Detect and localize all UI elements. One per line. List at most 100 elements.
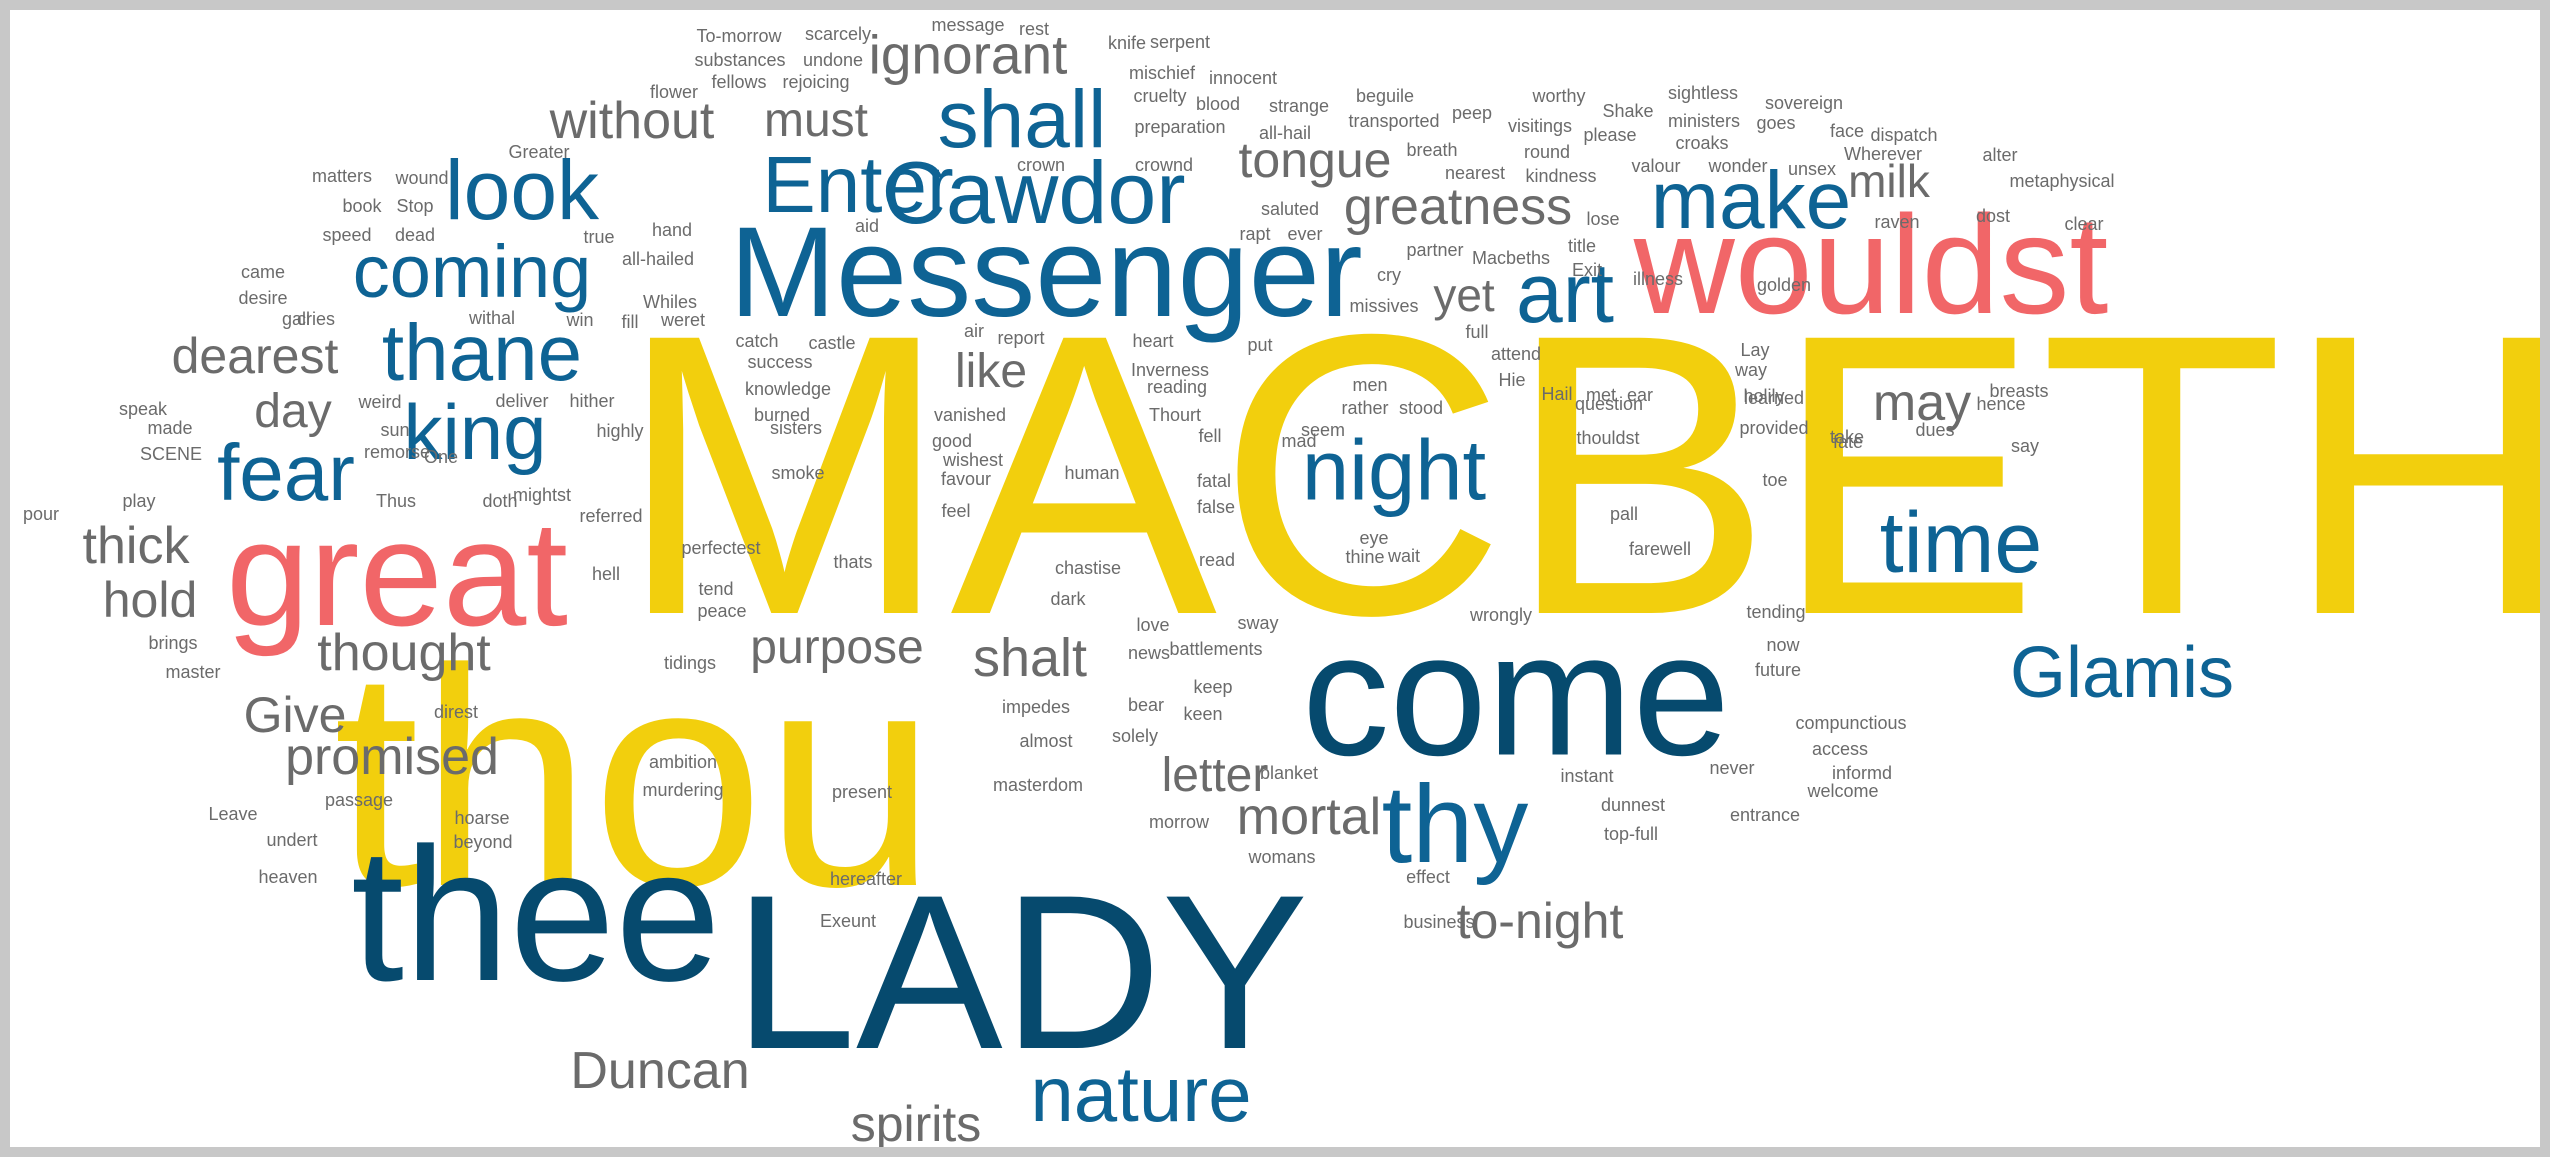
word-effect: effect — [1406, 867, 1450, 887]
word-blanket: blanket — [1259, 763, 1319, 783]
word-exit: Exit — [1571, 260, 1603, 280]
word-great: great — [226, 489, 568, 657]
word-preparation: preparation — [1134, 117, 1226, 137]
word-desire: desire — [238, 288, 288, 308]
word-spirits: spirits — [850, 1096, 982, 1147]
word-alter: alter — [1982, 145, 2018, 165]
word-good: good — [931, 431, 973, 451]
word-wonder: wonder — [1708, 156, 1768, 176]
word-met: met — [1585, 385, 1617, 405]
word-hie: Hie — [1498, 370, 1526, 390]
word-tidings: tidings — [663, 653, 717, 673]
word-goes: goes — [1756, 113, 1796, 133]
word-bear: bear — [1127, 695, 1165, 715]
word-hell: hell — [591, 564, 621, 584]
word-ignorant: ignorant — [868, 23, 1068, 86]
word-cawdor: Cawdor — [882, 143, 1186, 242]
word-compunctious: compunctious — [1795, 713, 1907, 733]
word-missives: missives — [1349, 296, 1419, 316]
word-access: access — [1811, 739, 1869, 759]
word-direst: direst — [433, 702, 479, 722]
word-thane: thane — [381, 308, 583, 397]
word-scene: SCENE — [139, 444, 203, 464]
word-please: please — [1583, 125, 1637, 145]
word-top-full: top-full — [1603, 824, 1659, 844]
word-blood: blood — [1195, 94, 1241, 114]
word-entrance: entrance — [1729, 805, 1801, 825]
word-now: now — [1766, 635, 1800, 655]
word-report: report — [997, 328, 1045, 348]
word-battlements: battlements — [1169, 639, 1263, 659]
word-wrongly: wrongly — [1469, 605, 1533, 625]
word-solely: solely — [1111, 726, 1159, 746]
word-give: Give — [243, 687, 347, 743]
word-messenger: Messenger — [729, 201, 1363, 344]
word-hither: hither — [569, 391, 615, 411]
word-metaphysical: metaphysical — [2009, 171, 2115, 191]
word-mortal: mortal — [1236, 788, 1382, 846]
word-come: come — [1302, 597, 1730, 793]
word-flower: flower — [649, 82, 699, 102]
word-heaven: heaven — [258, 867, 318, 887]
word-lady: LADY — [733, 849, 1309, 1095]
word-holily: holily — [1743, 386, 1785, 406]
word-weret: weret — [660, 310, 706, 330]
word-thine: thine — [1345, 547, 1385, 567]
word-inverness: Inverness — [1130, 360, 1210, 380]
word-to-night: to-night — [1456, 893, 1624, 949]
word-fellows: fellows — [711, 72, 767, 92]
word-learned: learned — [1743, 388, 1805, 408]
word-dunnest: dunnest — [1600, 795, 1666, 815]
word-peace: peace — [697, 601, 747, 621]
word-thus: Thus — [375, 491, 417, 511]
word-human: human — [1064, 463, 1120, 483]
word-undone: undone — [802, 50, 864, 70]
word-speed: speed — [322, 225, 372, 245]
word-dues: dues — [1915, 420, 1955, 440]
word-seem: seem — [1300, 420, 1346, 440]
word-deliver: deliver — [495, 391, 549, 411]
word-men: men — [1352, 375, 1388, 395]
word-rest: rest — [1018, 19, 1050, 39]
word-undert: undert — [266, 830, 318, 850]
word-win: win — [566, 310, 594, 330]
word-greater: Greater — [508, 142, 570, 162]
word-thick: thick — [82, 517, 190, 575]
word-almost: almost — [1019, 731, 1073, 751]
word-air: air — [963, 321, 985, 341]
word-true: true — [583, 227, 615, 247]
word-keep: keep — [1193, 677, 1233, 697]
word-gall: gall — [281, 309, 311, 329]
word-face: face — [1829, 121, 1865, 141]
word-say: say — [2010, 436, 2040, 456]
word-unsex: unsex — [1787, 159, 1837, 179]
word-crown: crown — [1016, 155, 1066, 175]
word-substances: substances — [694, 50, 786, 70]
word-hail: Hail — [1541, 384, 1573, 404]
word-welcome: welcome — [1807, 781, 1879, 801]
word-promised: promised — [285, 728, 499, 786]
word-serpent: serpent — [1149, 32, 1211, 52]
word-cruelty: cruelty — [1133, 86, 1187, 106]
word-lose: lose — [1586, 209, 1620, 229]
word-valour: valour — [1631, 156, 1681, 176]
word-macbeths: Macbeths — [1471, 248, 1551, 268]
word-perfectest: perfectest — [681, 538, 761, 558]
word-illness: illness — [1632, 269, 1684, 289]
word-purpose: purpose — [750, 621, 924, 674]
word-highly: highly — [596, 421, 644, 441]
word-matters: matters — [311, 166, 373, 186]
word-referred: referred — [579, 506, 643, 526]
word-thought: thought — [317, 624, 491, 682]
word-mischief: mischief — [1128, 63, 1196, 83]
word-kindness: kindness — [1525, 166, 1597, 186]
word-hence: hence — [1976, 394, 2026, 414]
word-wouldst: wouldst — [1633, 186, 2109, 343]
word-breasts: breasts — [1989, 381, 2049, 401]
word-weird: weird — [358, 392, 402, 412]
word-golden: golden — [1756, 275, 1812, 295]
word-scarcely: scarcely — [804, 24, 872, 44]
word-rapt: rapt — [1239, 224, 1271, 244]
word-must: must — [763, 94, 869, 147]
word-eye: eye — [1359, 528, 1389, 548]
